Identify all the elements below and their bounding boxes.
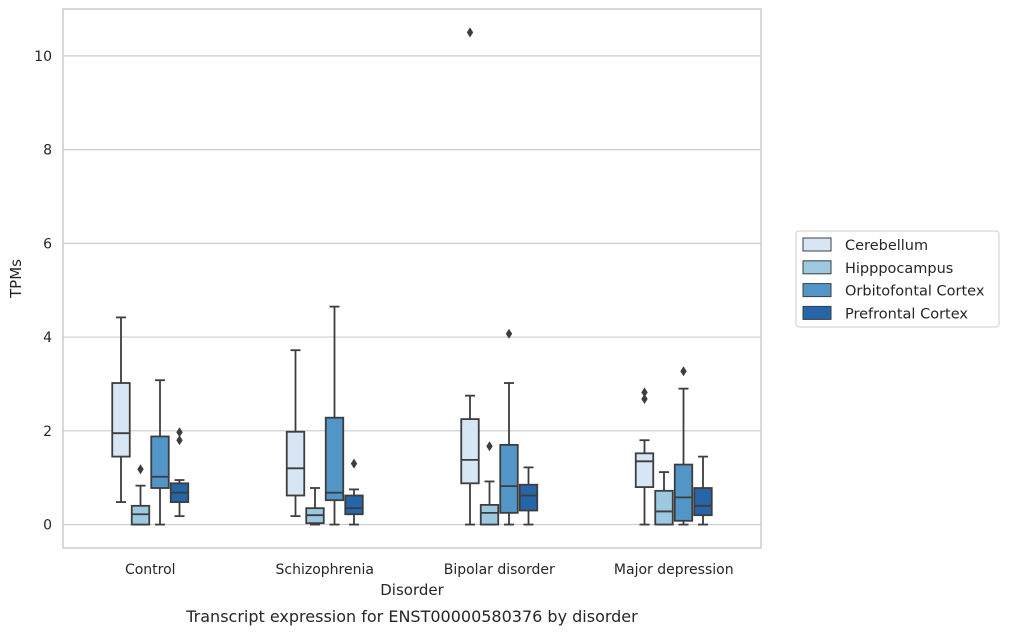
iqr-box [518,483,539,512]
legend-swatch [802,283,832,298]
outlier-point [176,435,183,446]
box-4-3 [673,366,694,526]
box-4-2 [654,471,674,526]
chart-caption: Transcript expression for ENST0000058037… [185,607,638,626]
iqr-box [150,435,170,489]
legend-frame [795,230,1000,328]
y-tick-label: 6 [43,236,52,252]
box-1-3 [150,379,170,526]
x-axis-label: Disorder [380,581,444,599]
iqr-box [673,463,694,522]
legend-item: Orbitofontal Cortex [802,283,985,300]
iqr-box [460,418,480,485]
iqr-box [693,487,713,517]
outlier-point [486,441,493,452]
legend-item: Prefrontal Cortex [802,305,968,322]
box-1-4 [169,427,190,518]
legend-label: Prefrontal Cortex [845,306,968,322]
box-2-3 [324,305,345,526]
iqr-box [111,382,131,458]
x-tick-label: Major depression [614,562,734,578]
legend-swatch [802,305,832,320]
iqr-box [499,443,519,514]
iqr-box [130,504,151,526]
legend: Cerebellum Hipppocampus Orbitofontal Corte… [795,230,1000,328]
box-1-1 [111,316,131,503]
outlier-point [680,366,687,377]
outlier-point [505,328,513,339]
x-tick-label: Schizophrenia [276,562,374,578]
box-plots [111,27,713,526]
box-2-1 [285,349,306,518]
iqr-box [344,494,364,516]
outlier-point [176,427,183,438]
outlier-point [350,458,358,469]
legend-label: Hipppocampus [845,261,953,277]
box-3-2 [479,441,500,526]
legend-swatch [802,237,832,252]
y-tick-label: 8 [43,143,52,159]
box-4-4 [693,455,713,526]
plot-frame [62,8,762,549]
y-tick-label: 2 [43,424,52,440]
y-axis-ticks: 0 2 4 6 8 10 [34,49,52,534]
legend-item: Hipppocampus [802,260,953,277]
iqr-box [634,452,655,488]
box-3-4 [518,466,539,526]
iqr-box [479,503,500,526]
y-axis-label: TPMs [7,259,25,299]
box-1-2 [130,464,151,526]
outlier-point [137,464,144,475]
box-2-4 [344,458,364,526]
legend-label: Orbitofontal Cortex [845,284,985,300]
x-tick-label: Control [125,562,176,578]
legend-item: Cerebellum [802,237,928,254]
box-3-3 [499,328,519,526]
outlier-point [641,387,648,398]
box-2-2 [305,487,325,526]
legend-swatch [802,260,832,275]
box-4-1 [634,387,655,526]
iqr-box [324,416,345,502]
iqr-box [654,489,674,526]
y-tick-label: 4 [43,330,52,346]
outlier-point [641,393,648,404]
iqr-box [285,430,306,497]
box-3-1 [460,27,480,526]
legend-label: Cerebellum [845,238,928,254]
y-tick-label: 10 [34,49,52,65]
x-axis-ticks: Control Schizophrenia Bipolar disorder Majo… [125,562,734,578]
x-tick-label: Bipolar disorder [444,562,555,578]
y-tick-label: 0 [43,518,52,534]
outlier-point [466,27,474,38]
